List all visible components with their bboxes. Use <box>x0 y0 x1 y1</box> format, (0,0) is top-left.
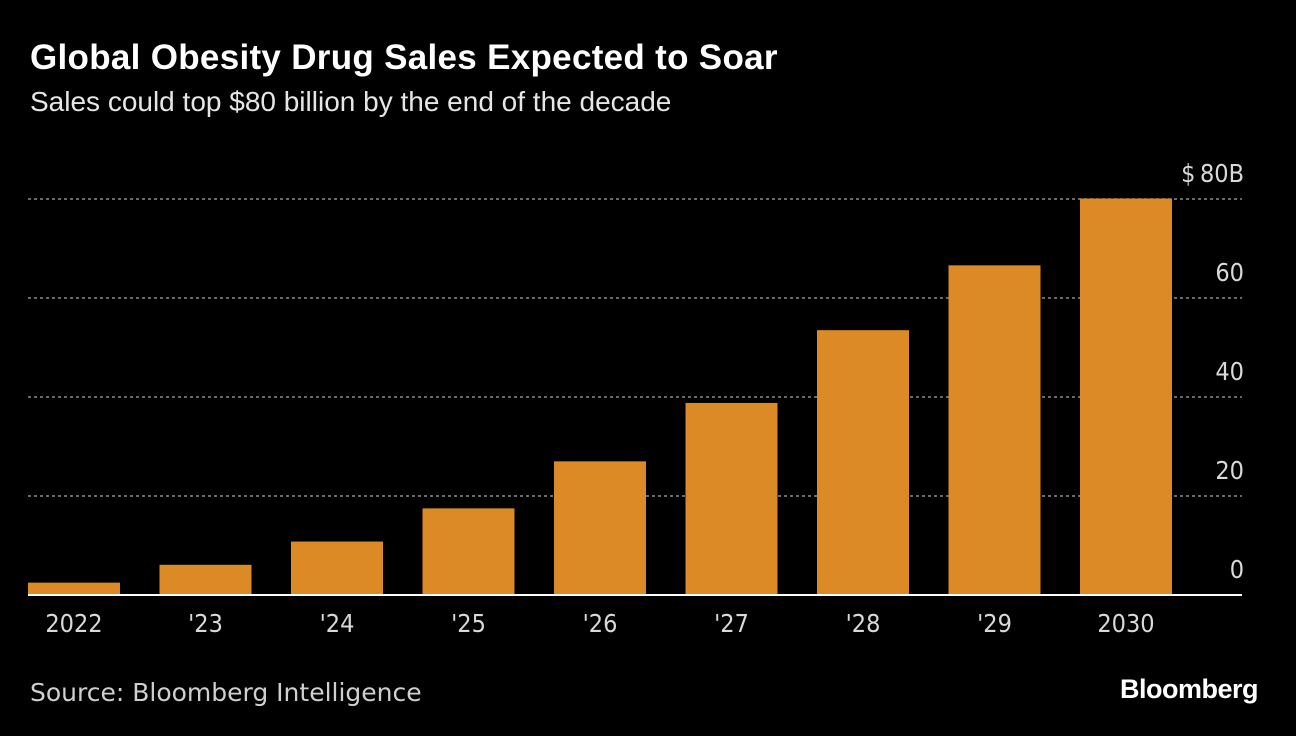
bar-29 <box>948 265 1041 595</box>
y-tick-label: 0 <box>1230 555 1244 584</box>
y-tick-label: 60 <box>1215 258 1244 287</box>
y-tick-label: $ 80B <box>1181 159 1244 188</box>
x-tick-label: '24 <box>320 609 355 638</box>
chart-title: Global Obesity Drug Sales Expected to So… <box>30 38 778 77</box>
bar-27 <box>685 402 778 595</box>
source-note: Source: Bloomberg Intelligence <box>30 678 422 707</box>
bar-2022 <box>28 582 120 595</box>
x-tick-label: '26 <box>583 609 618 638</box>
bar-24 <box>291 541 383 595</box>
bar-26 <box>554 461 646 595</box>
x-tick-label: '27 <box>714 609 749 638</box>
bar-25 <box>422 508 515 595</box>
y-tick-label: 40 <box>1215 357 1244 386</box>
bloomberg-logo: Bloomberg <box>1119 674 1259 704</box>
y-axis-ticks: 0 20 40 60 $ 80B <box>1181 159 1244 584</box>
bar-23 <box>159 564 252 595</box>
grid-lines <box>28 198 1242 497</box>
x-axis-ticks: 2022 '23 '24 '25 '26 '27 '28 '29 2030 <box>45 609 1154 638</box>
x-tick-label: '23 <box>188 609 223 638</box>
bars <box>28 198 1172 595</box>
x-tick-label: '25 <box>451 609 486 638</box>
bar-28 <box>817 330 909 595</box>
x-tick-label: '28 <box>846 609 881 638</box>
x-tick-label: '29 <box>977 609 1012 638</box>
chart-subtitle: Sales could top $80 billion by the end o… <box>30 86 672 117</box>
x-tick-label: 2022 <box>45 609 102 638</box>
bar-2030 <box>1080 198 1172 595</box>
y-tick-label: 20 <box>1215 456 1244 485</box>
x-tick-label: 2030 <box>1097 609 1154 638</box>
